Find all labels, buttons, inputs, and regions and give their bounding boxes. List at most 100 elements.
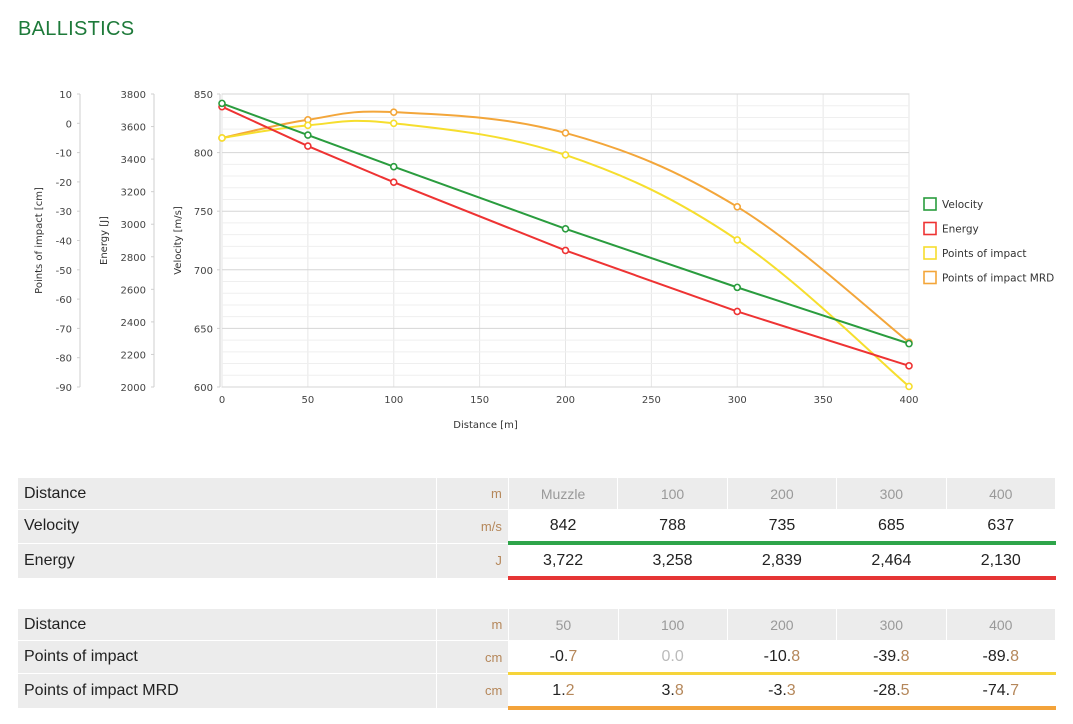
energy-tick-label: 3600 xyxy=(121,123,146,134)
legend-swatch-velocity xyxy=(923,197,937,211)
poi-cell: -89.8 xyxy=(945,640,1057,675)
header-cell: 300 xyxy=(836,608,947,641)
row-unit: m/s xyxy=(435,509,509,544)
poi-tick-label: -40 xyxy=(56,237,72,248)
velocity-line xyxy=(221,102,910,345)
legend-label-velocity: Velocity xyxy=(942,199,983,211)
header-cell: 50 xyxy=(508,608,619,641)
row-label: Velocity xyxy=(17,509,437,544)
velocity-axis-title: Velocity [m/s] xyxy=(173,206,184,275)
poi-tick-label: 0 xyxy=(66,119,72,130)
row-label: Energy xyxy=(17,542,437,579)
x-tick-label: 250 xyxy=(642,395,661,406)
row-unit: J xyxy=(435,542,509,579)
energy-tick-label: 2400 xyxy=(121,318,146,329)
header-cell: 400 xyxy=(945,608,1057,641)
energy-point xyxy=(389,178,398,187)
energy-cell: 2,130 xyxy=(945,542,1057,580)
x-tick-label: 150 xyxy=(470,395,489,406)
poi-tick-label: -30 xyxy=(56,207,72,218)
header-unit: m xyxy=(435,477,509,510)
velocity-tick-label: 850 xyxy=(194,90,213,101)
x-tick-label: 0 xyxy=(219,395,225,406)
table-row-energy: Energy J 3,722 3,258 2,839 2,464 2,130 xyxy=(17,542,1057,580)
energy-point xyxy=(304,142,312,150)
poi-mrd-cell: -28.5 xyxy=(836,673,947,710)
energy-point xyxy=(905,362,913,370)
velocity-point xyxy=(905,339,913,348)
points-of-impact-point xyxy=(905,382,913,391)
energy-point xyxy=(561,246,570,255)
velocity-cell: 685 xyxy=(836,509,947,545)
poi-tick-label: -60 xyxy=(56,295,72,306)
energy-cell: 3,258 xyxy=(617,542,728,580)
energy-axis-title: Energy [J] xyxy=(99,216,110,265)
energy-tick-label: 3200 xyxy=(121,188,146,199)
velocity-point xyxy=(561,224,570,233)
velocity-cell: 842 xyxy=(507,509,619,545)
points-of-impact-point xyxy=(389,119,398,128)
page-title: BALLISTICS xyxy=(18,18,135,40)
x-tick-label: 400 xyxy=(899,395,918,406)
velocity-point xyxy=(389,162,398,171)
x-tick-label: 350 xyxy=(814,395,833,406)
table-header-row: Distance m Muzzle 100 200 300 400 xyxy=(17,477,1057,510)
energy-line xyxy=(221,105,910,367)
poi-tick-label: -70 xyxy=(56,324,72,335)
row-unit: cm xyxy=(436,640,510,674)
header-cell: 300 xyxy=(836,477,947,510)
points-of-impact-point xyxy=(218,134,226,142)
energy-tick-label: 2600 xyxy=(121,285,146,296)
x-tick-label: 300 xyxy=(728,395,747,406)
poi-mrd-cell: -3.3 xyxy=(726,673,838,710)
points-of-impact-point xyxy=(304,121,312,130)
table-row-poi: Points of impact cm -0.7 0.0 -10.8 -39.8… xyxy=(16,640,1057,675)
poi-cell: -10.8 xyxy=(726,640,838,675)
velocity-cell: 788 xyxy=(617,509,728,545)
poi-tick-label: -90 xyxy=(56,383,72,394)
velocity-cell: 735 xyxy=(726,509,838,545)
velocity-tick-label: 750 xyxy=(194,207,213,218)
energy-tick-label: 3400 xyxy=(121,155,146,166)
legend-swatch-points-of-impact-mrd xyxy=(923,270,937,285)
poi-cell: -0.7 xyxy=(508,640,619,675)
row-label: Points of impact MRD xyxy=(16,673,438,709)
legend-swatch-energy xyxy=(923,221,937,236)
poi-mrd-cell: 1.2 xyxy=(508,673,619,710)
energy-cell: 3,722 xyxy=(507,542,619,580)
header-unit: m xyxy=(436,608,510,641)
header-label: Distance xyxy=(16,608,438,641)
header-cell: 100 xyxy=(617,477,728,510)
points-of-impact-point xyxy=(561,151,570,159)
velocity-tick-label: 600 xyxy=(194,383,213,394)
legend-label-points-of-impact: Points of impact xyxy=(942,248,1026,260)
poi-cell: -39.8 xyxy=(836,640,947,675)
energy-cell: 2,839 xyxy=(726,542,838,580)
legend-label-energy: Energy xyxy=(942,224,979,236)
row-unit: cm xyxy=(436,673,510,709)
x-tick-label: 100 xyxy=(384,395,403,406)
row-label: Points of impact xyxy=(16,640,438,674)
energy-tick-label: 3800 xyxy=(121,90,146,101)
energy-point xyxy=(733,307,742,316)
poi-tick-label: -20 xyxy=(56,178,72,189)
header-cell: 200 xyxy=(726,608,838,641)
energy-cell: 2,464 xyxy=(836,542,947,580)
velocity-energy-table: Distance m Muzzle 100 200 300 400 Veloci… xyxy=(17,477,1057,580)
poi-tick-label: 10 xyxy=(59,90,72,101)
poi-tick-label: -10 xyxy=(56,149,72,160)
velocity-tick-label: 800 xyxy=(194,149,213,160)
energy-tick-label: 2000 xyxy=(121,383,146,394)
header-cell: 100 xyxy=(617,608,728,641)
x-tick-label: 200 xyxy=(556,395,575,406)
header-cell: 400 xyxy=(945,477,1057,510)
poi-cell: 0.0 xyxy=(617,640,728,675)
velocity-point xyxy=(304,131,312,139)
poi-tick-label: -50 xyxy=(56,266,72,277)
poi-mrd-cell: -74.7 xyxy=(945,673,1057,710)
velocity-tick-label: 650 xyxy=(194,324,213,335)
energy-tick-label: 2800 xyxy=(121,253,146,264)
points-of-impact-mrd-point xyxy=(561,129,570,137)
x-axis-label: Distance [m] xyxy=(453,420,518,431)
